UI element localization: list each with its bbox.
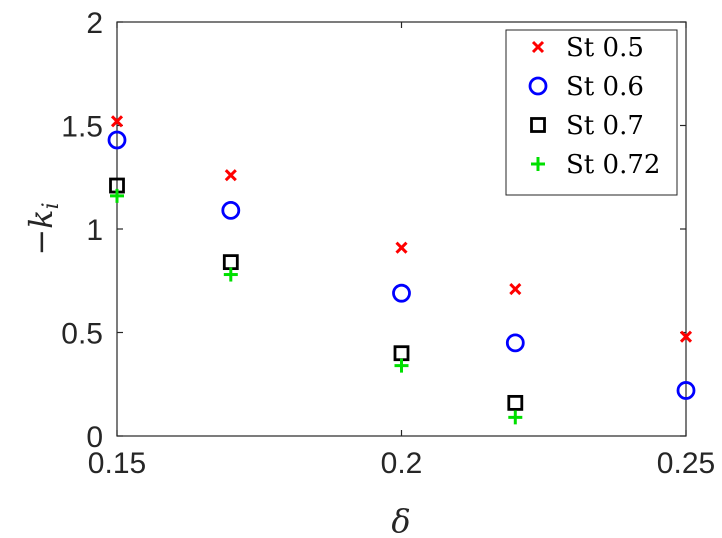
legend-entry: St 0.5 — [531, 33, 644, 63]
legend-entry: St 0.72 — [531, 150, 660, 180]
data-point-plus — [110, 188, 124, 203]
y-axis-label-main: −k — [22, 209, 60, 255]
y-axis-ticks: 0 0.5 1 1.5 2 — [61, 7, 686, 454]
x-tick-label: 0.25 — [657, 447, 715, 480]
data-point-circle — [392, 283, 411, 303]
data-point-x — [679, 330, 693, 343]
x-axis-ticks: 0.15 0.2 0.25 — [88, 22, 715, 480]
legend-marker-plus — [531, 157, 545, 171]
data-point-x — [395, 241, 408, 254]
data-point-plus — [508, 410, 523, 425]
data-point-square — [507, 394, 524, 411]
legend-label: St 0.6 — [566, 72, 644, 102]
legend-box — [505, 29, 678, 196]
legend-marker-square — [530, 117, 546, 133]
data-point-plus — [394, 358, 409, 373]
data-point-circle — [676, 381, 696, 400]
y-tick-label: 0 — [86, 421, 103, 454]
data-point-circle — [505, 333, 525, 353]
series-4 — [110, 188, 523, 425]
data-point-x — [110, 115, 124, 128]
x-tick-label: 0.2 — [381, 447, 423, 480]
legend-label: St 0.72 — [566, 150, 660, 180]
data-point-x — [509, 282, 522, 296]
legend-label: St 0.7 — [566, 111, 644, 141]
data-point-circle — [221, 200, 241, 220]
series-2 — [107, 130, 696, 400]
data-markers — [107, 115, 696, 425]
legend-entry: St 0.6 — [528, 72, 644, 102]
x-tick-label: 0.15 — [88, 447, 146, 480]
y-axis-label-subscript: i — [39, 202, 64, 209]
legend-label: St 0.5 — [566, 33, 644, 63]
legend-entry: St 0.7 — [530, 111, 644, 141]
series-1 — [110, 115, 693, 343]
legend: St 0.5 St 0.6 St 0.7 St 0.72 — [505, 29, 678, 196]
legend-marker-x — [531, 40, 545, 54]
y-tick-label: 1 — [86, 214, 103, 247]
y-tick-label: 0.5 — [61, 318, 103, 351]
data-point-plus — [223, 267, 238, 282]
y-axis-label: −ki — [22, 202, 64, 255]
legend-marker-circle — [528, 76, 548, 96]
data-point-circle — [107, 130, 127, 150]
y-tick-label: 2 — [86, 7, 103, 40]
x-axis-label: δ — [391, 502, 410, 538]
data-point-x — [224, 169, 237, 182]
y-tick-label: 1.5 — [61, 111, 103, 144]
